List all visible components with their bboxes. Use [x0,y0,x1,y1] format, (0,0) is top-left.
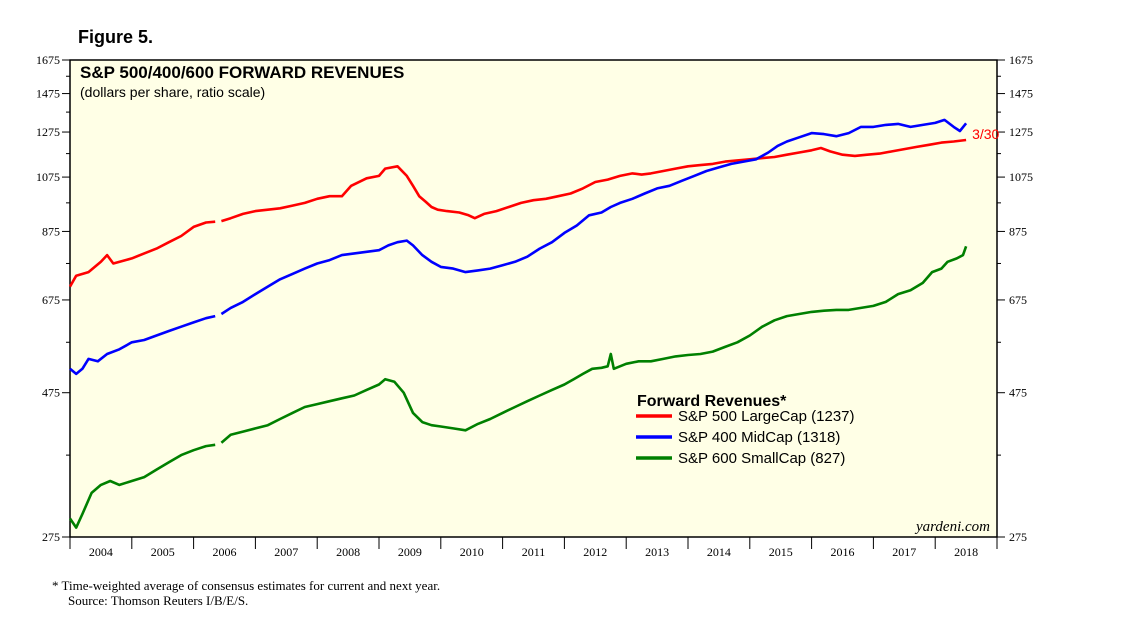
x-tick-label: 2016 [831,545,855,559]
y-tick-label-left: 1275 [36,125,60,139]
x-tick-label: 2015 [769,545,793,559]
x-tick-label: 2012 [583,545,607,559]
x-tick-label: 2014 [707,545,731,559]
y-tick-label-left: 1475 [36,87,60,101]
y-tick-label-right: 675 [1009,293,1027,307]
footnote: * Time-weighted average of consensus est… [52,578,440,608]
legend-label-2: S&P 600 SmallCap (827) [678,450,845,467]
chart-title: S&P 500/400/600 FORWARD REVENUES [80,63,404,82]
x-tick-label: 2006 [213,545,237,559]
figure-label: Figure 5. [78,27,154,47]
chart-subtitle: (dollars per share, ratio scale) [80,84,265,100]
series-line-1 [69,118,968,376]
annotation-label: 3/30 [972,126,999,142]
x-tick-label: 2010 [460,545,484,559]
y-tick-label-left: 275 [42,530,60,544]
y-tick-label-right: 1075 [1009,170,1033,184]
right-y-axis: 275 475 675 875 1075 1275 1475 1675 [997,53,1033,544]
plot-background [69,59,998,538]
y-tick-label-right: 275 [1009,530,1027,544]
footnote-line-2: Source: Thomson Reuters I/B/E/S. [68,593,249,608]
series-line-2 [68,245,968,529]
y-tick-label-right: 875 [1009,224,1027,238]
x-tick-label: 2004 [89,545,113,559]
y-tick-label-right: 1275 [1009,125,1033,139]
legend-title: Forward Revenues* [637,393,787,410]
x-axis: 2004 2005 2006 2007 2008 2009 2010 2011 2012 2013… [69,537,998,559]
y-tick-label-left: 475 [42,386,60,400]
chart-svg: S&P 500/400/600 FORWARD REVENUES (dollar… [36,53,1033,559]
x-tick-label: 2013 [645,545,669,559]
y-tick-label-right: 1475 [1009,87,1033,101]
x-tick-label: 2018 [954,545,978,559]
x-tick-label: 2017 [892,545,916,559]
y-tick-label-left: 875 [42,224,60,238]
x-tick-label: 2008 [336,545,360,559]
y-tick-label-left: 675 [42,293,60,307]
series-line-0 [68,138,967,288]
y-tick-label-left: 1075 [36,170,60,184]
legend-label-0: S&P 500 LargeCap (1237) [678,408,855,425]
left-y-axis: 275 475 675 875 1075 1275 1475 1675 [36,53,70,544]
x-tick-label: 2007 [274,545,298,559]
x-tick-label: 2011 [522,545,546,559]
x-tick-label: 2009 [398,545,422,559]
x-tick-label: 2005 [151,545,175,559]
legend-label-1: S&P 400 MidCap (1318) [678,429,840,446]
watermark: yardeni.com [914,519,990,535]
footnote-line-1: * Time-weighted average of consensus est… [52,578,441,593]
y-tick-label-right: 1675 [1009,53,1033,67]
y-tick-label-left: 1675 [36,53,60,67]
y-tick-label-right: 475 [1009,386,1027,400]
legend: Forward Revenues* S&P 500 LargeCap (1237… [636,393,855,467]
series-group [68,118,968,529]
